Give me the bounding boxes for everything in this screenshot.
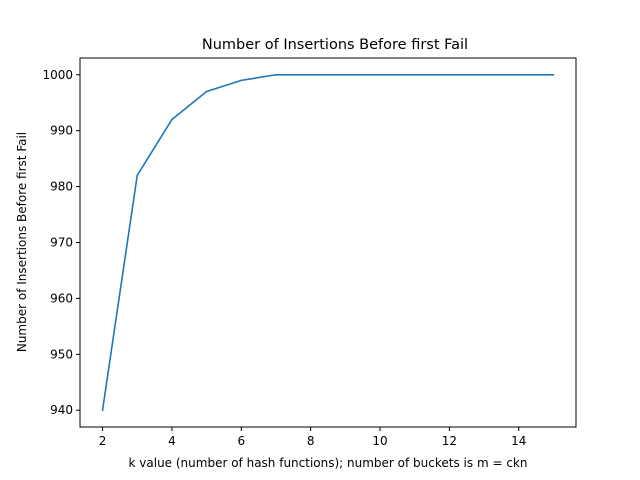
- data-point: [205, 90, 208, 93]
- x-tick-label: 14: [511, 434, 526, 448]
- data-point: [309, 73, 312, 76]
- y-axis: 940 950 960 970 980 990 1000: [42, 68, 80, 417]
- chart-title: Number of Insertions Before first Fail: [202, 37, 468, 53]
- y-tick-label: 960: [50, 291, 73, 305]
- y-tick-label: 940: [50, 403, 73, 417]
- data-point: [275, 73, 277, 76]
- axes-frame: [79, 57, 577, 428]
- x-tick-label: 12: [442, 434, 457, 448]
- y-tick-label: 950: [50, 347, 73, 361]
- data-point: [171, 118, 173, 121]
- x-tick-label: 8: [307, 434, 315, 448]
- data-point: [101, 409, 104, 412]
- data-point: [483, 73, 485, 76]
- x-axis-label: k value (number of hash functions); numb…: [129, 456, 528, 470]
- data-point: [517, 73, 520, 76]
- data-point: [136, 174, 139, 177]
- x-tick-label: 4: [168, 434, 176, 448]
- data-point: [552, 73, 555, 76]
- y-tick-label: 990: [50, 124, 73, 138]
- data-point: [413, 73, 416, 76]
- plot-area: [101, 73, 555, 412]
- x-tick-label: 2: [99, 434, 107, 448]
- y-tick-label: 970: [50, 236, 73, 250]
- x-tick-label: 6: [237, 434, 245, 448]
- x-tick-label: 10: [372, 434, 387, 448]
- series-line: [101, 73, 554, 411]
- y-axis-label: Number of Insertions Before first Fail: [15, 132, 29, 352]
- y-tick-label: 980: [50, 180, 73, 194]
- x-axis: 2 4 6 8 10 12 14: [99, 427, 526, 448]
- y-tick-label: 1000: [42, 68, 73, 82]
- data-point: [344, 73, 347, 76]
- data-point: [448, 73, 451, 76]
- data-point: [379, 73, 381, 76]
- data-point: [240, 79, 243, 82]
